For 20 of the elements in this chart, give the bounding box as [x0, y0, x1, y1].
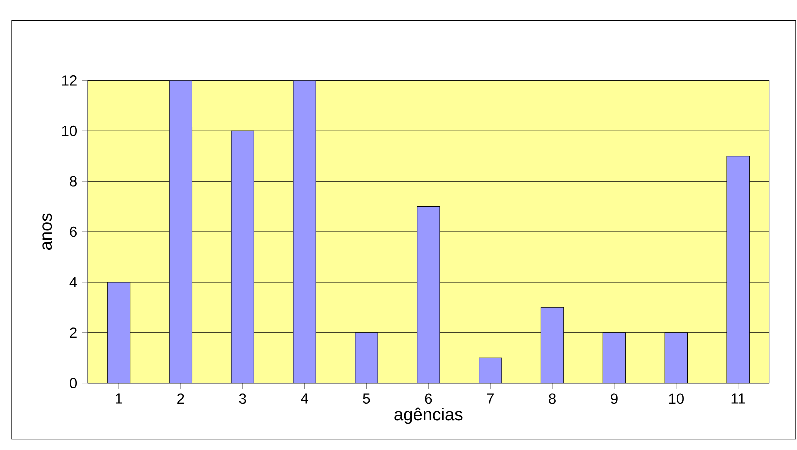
y-tick-label: 0 — [70, 378, 78, 389]
x-tick-label: 5 — [363, 394, 370, 404]
x-tick-label: 9 — [611, 394, 618, 404]
y-tick-label: 10 — [62, 126, 78, 136]
x-tick-label: 8 — [549, 394, 556, 404]
y-tick-label: 4 — [70, 277, 78, 288]
x-tick-label: 2 — [178, 394, 184, 404]
x-tick-label: 7 — [487, 394, 494, 404]
x-tick-label: 6 — [425, 394, 432, 404]
y-tick-label: 12 — [62, 76, 77, 86]
x-tick-label: 3 — [239, 394, 246, 404]
y-tick-label: 8 — [70, 176, 77, 187]
x-tick-label: 1 — [116, 394, 122, 404]
x-tick-label: 10 — [669, 394, 684, 404]
x-tick-label: 4 — [301, 394, 308, 404]
y-axis-title: anos — [42, 214, 52, 250]
y-tick-label: 6 — [70, 226, 77, 238]
x-tick-label: 11 — [732, 394, 746, 404]
x-axis-title: agências — [394, 408, 463, 424]
y-tick-label: 2 — [70, 328, 77, 338]
